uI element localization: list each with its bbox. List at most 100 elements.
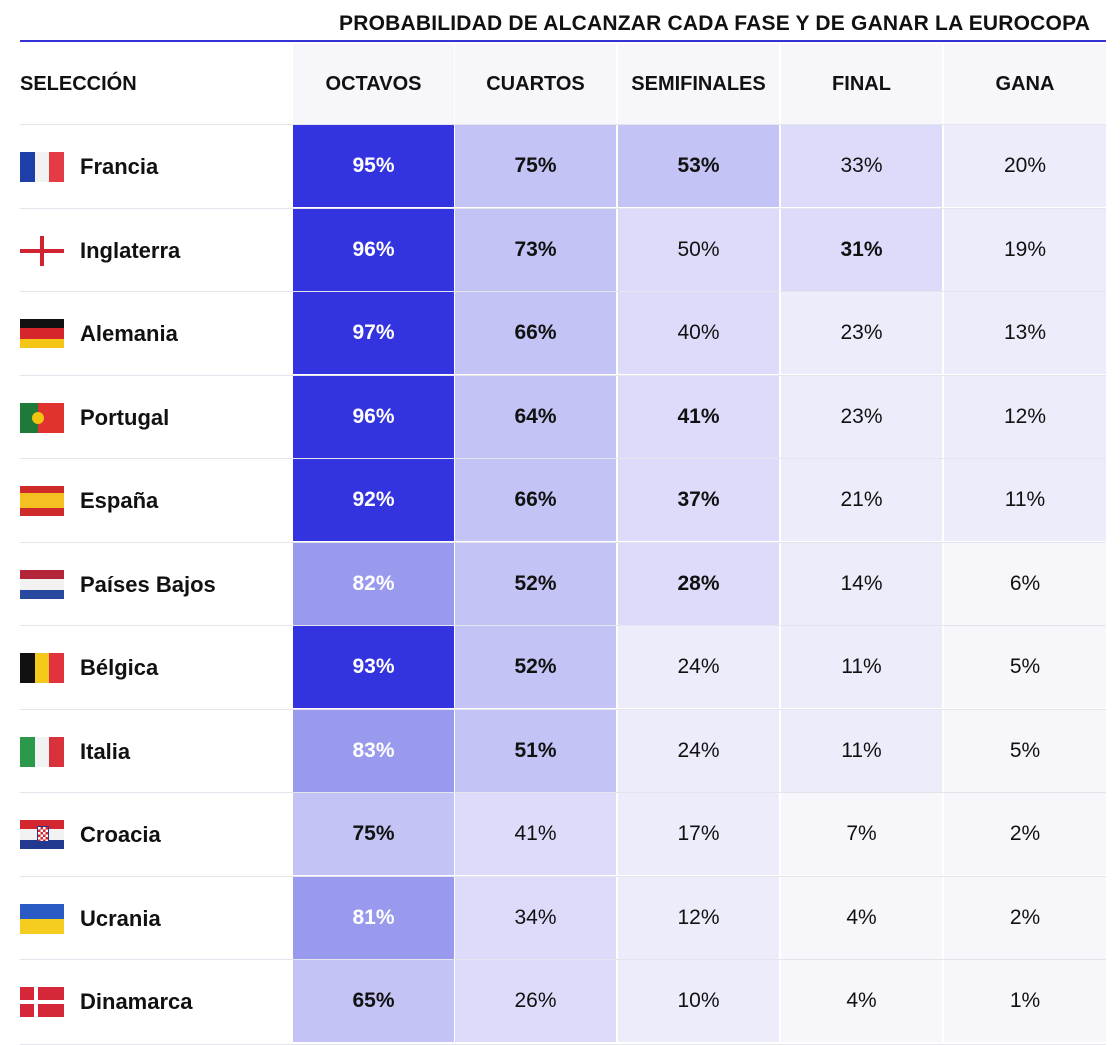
team-label: Alemania [20, 292, 178, 375]
value-cell-final: 4% [781, 960, 942, 1042]
team-name: Dinamarca [80, 988, 193, 1014]
value-cell-octavos: 81% [293, 877, 454, 959]
value-cell-final: 11% [781, 626, 942, 708]
row-divider [20, 124, 1106, 125]
row-divider [20, 625, 1106, 626]
value-cell-cuartos: 51% [455, 710, 616, 792]
team-name: Ucrania [80, 905, 161, 931]
value-cell-final: 4% [781, 877, 942, 959]
netherlands-flag-icon [20, 569, 64, 600]
value-cell-cuartos: 52% [455, 626, 616, 708]
england-flag-icon [20, 235, 64, 266]
value-cell-final: 14% [781, 543, 942, 625]
value-cell-gana: 12% [944, 376, 1106, 458]
column-header-octavos: OCTAVOS [293, 44, 454, 124]
column-header-selecci-n: SELECCIÓN [20, 72, 137, 95]
value-cell-semifinales: 40% [618, 292, 779, 374]
value-cell-semifinales: 10% [618, 960, 779, 1042]
value-cell-gana: 2% [944, 877, 1106, 959]
value-cell-cuartos: 66% [455, 459, 616, 541]
column-header-cuartos: CUARTOS [455, 44, 616, 124]
team-label: Italia [20, 710, 130, 793]
team-label: Ucrania [20, 877, 161, 960]
row-divider [20, 876, 1106, 877]
team-name: Inglaterra [80, 237, 181, 263]
value-cell-gana: 20% [944, 125, 1106, 207]
team-label: Dinamarca [20, 960, 193, 1043]
value-cell-final: 23% [781, 292, 942, 374]
belgium-flag-icon [20, 652, 64, 683]
team-name: Países Bajos [80, 571, 216, 597]
value-cell-cuartos: 75% [455, 125, 616, 207]
row-divider [20, 959, 1106, 960]
value-cell-octavos: 75% [293, 793, 454, 875]
column-header-final: FINAL [781, 44, 942, 124]
row-divider [20, 792, 1106, 793]
value-cell-gana: 5% [944, 626, 1106, 708]
value-cell-semifinales: 37% [618, 459, 779, 541]
team-label: Inglaterra [20, 209, 180, 292]
value-cell-cuartos: 26% [455, 960, 616, 1042]
team-name: España [80, 487, 159, 513]
value-cell-final: 7% [781, 793, 942, 875]
team-name: Francia [80, 153, 159, 179]
value-cell-gana: 6% [944, 543, 1106, 625]
value-cell-semifinales: 12% [618, 877, 779, 959]
value-cell-cuartos: 64% [455, 376, 616, 458]
value-cell-octavos: 95% [293, 125, 454, 207]
value-cell-cuartos: 66% [455, 292, 616, 374]
team-label: Croacia [20, 793, 161, 876]
value-cell-octavos: 83% [293, 710, 454, 792]
value-cell-octavos: 96% [293, 209, 454, 291]
value-cell-gana: 5% [944, 710, 1106, 792]
value-cell-semifinales: 24% [618, 710, 779, 792]
team-label: Portugal [20, 376, 169, 459]
value-cell-gana: 19% [944, 209, 1106, 291]
value-cell-gana: 1% [944, 960, 1106, 1042]
team-name: Italia [80, 738, 131, 764]
italy-flag-icon [20, 736, 64, 767]
value-cell-octavos: 93% [293, 626, 454, 708]
ukraine-flag-icon [20, 903, 64, 934]
row-divider [20, 458, 1106, 459]
row-divider [20, 208, 1106, 209]
value-cell-gana: 2% [944, 793, 1106, 875]
value-cell-gana: 13% [944, 292, 1106, 374]
team-label: Francia [20, 125, 158, 208]
value-cell-semifinales: 28% [618, 543, 779, 625]
row-divider [20, 542, 1106, 543]
value-cell-gana: 11% [944, 459, 1106, 541]
table-title: PROBABILIDAD DE ALCANZAR CADA FASE Y DE … [339, 12, 1091, 35]
value-cell-final: 31% [781, 209, 942, 291]
value-cell-cuartos: 34% [455, 877, 616, 959]
team-label: Países Bajos [20, 543, 216, 626]
team-name: Croacia [80, 821, 161, 847]
team-name: Bélgica [80, 654, 159, 680]
denmark-flag-icon [20, 986, 64, 1017]
value-cell-cuartos: 52% [455, 543, 616, 625]
value-cell-octavos: 92% [293, 459, 454, 541]
value-cell-cuartos: 41% [455, 793, 616, 875]
spain-flag-icon [20, 485, 64, 516]
team-name: Alemania [80, 320, 178, 346]
value-cell-octavos: 96% [293, 376, 454, 458]
value-cell-final: 33% [781, 125, 942, 207]
value-cell-semifinales: 41% [618, 376, 779, 458]
value-cell-cuartos: 73% [455, 209, 616, 291]
value-cell-semifinales: 50% [618, 209, 779, 291]
column-header-semifinales: SEMIFINALES [618, 44, 779, 124]
value-cell-octavos: 82% [293, 543, 454, 625]
value-cell-semifinales: 17% [618, 793, 779, 875]
title-rule [20, 40, 1106, 42]
value-cell-octavos: 65% [293, 960, 454, 1042]
value-cell-final: 23% [781, 376, 942, 458]
france-flag-icon [20, 151, 64, 182]
team-label: Bélgica [20, 626, 158, 709]
team-name: Portugal [80, 404, 170, 430]
croatia-flag-icon [20, 819, 64, 850]
row-divider [20, 709, 1106, 710]
value-cell-semifinales: 53% [618, 125, 779, 207]
row-divider [20, 375, 1106, 376]
column-header-gana: GANA [944, 44, 1106, 124]
